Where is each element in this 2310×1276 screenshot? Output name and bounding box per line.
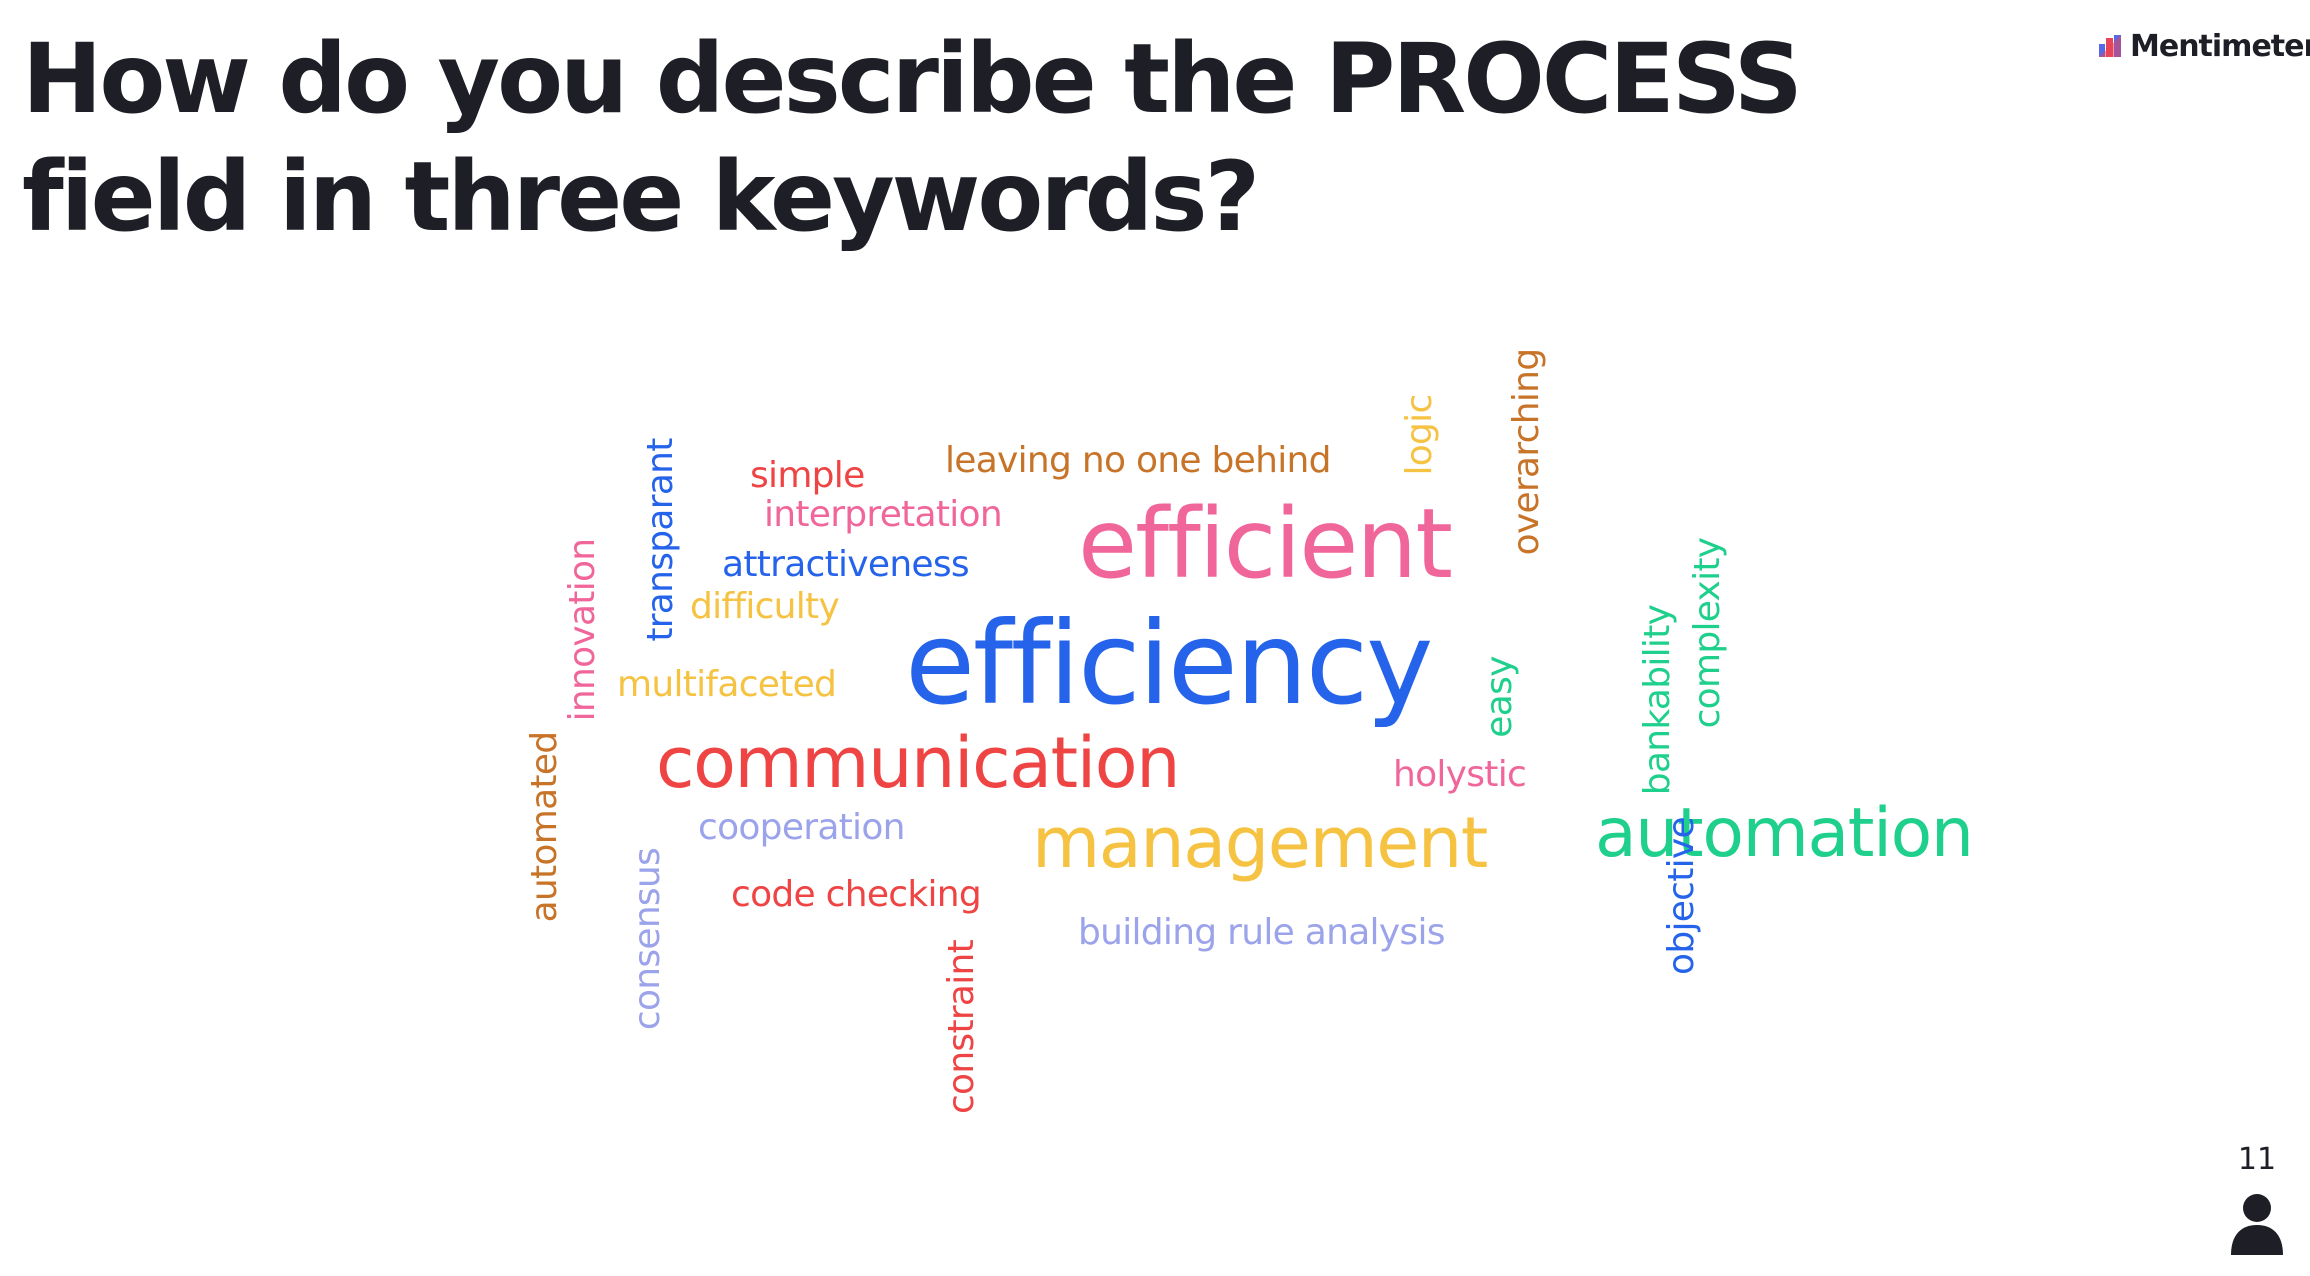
word-cooperation: cooperation xyxy=(698,807,905,848)
word-bankability: bankability xyxy=(1637,604,1678,796)
word-holystic: holystic xyxy=(1393,754,1527,795)
word-automation: automation xyxy=(1595,794,1974,873)
word-efficiency: efficiency xyxy=(905,597,1433,730)
word-complexity: complexity xyxy=(1687,537,1728,729)
word-simple: simple xyxy=(750,455,865,496)
participant-count: 11 xyxy=(2237,1142,2277,1177)
word-communication: communication xyxy=(656,722,1181,804)
word-attractiveness: attractiveness xyxy=(722,544,970,585)
word-multifaceted: multifaceted xyxy=(617,664,837,705)
word-logic: logic xyxy=(1399,394,1440,476)
word-objective: objective xyxy=(1661,817,1702,975)
word-management: management xyxy=(1032,802,1488,884)
word-overarching: overarching xyxy=(1506,348,1547,556)
participant-counter: 11 xyxy=(2222,1142,2292,1255)
word-consensus: consensus xyxy=(627,847,668,1031)
word-easy: easy xyxy=(1479,656,1520,738)
word-leaving-no-one-behind: leaving no one behind xyxy=(945,440,1331,481)
mentimeter-logo-icon xyxy=(2099,35,2121,57)
word-efficient: efficient xyxy=(1078,488,1453,600)
word-innovation: innovation xyxy=(562,538,603,722)
word-interpretation: interpretation xyxy=(764,494,1003,535)
person-icon xyxy=(2231,1194,2283,1255)
brand-name: Mentimeter xyxy=(2130,28,2310,64)
word-automated: automated xyxy=(524,731,565,923)
brand: Mentimeter xyxy=(2098,26,2310,66)
word-code-checking: code checking xyxy=(731,874,982,915)
word-transparant: transparant xyxy=(640,438,681,642)
question-title: How do you describe the PROCESS field in… xyxy=(22,23,1803,253)
word-constraint: constraint xyxy=(941,939,982,1115)
word-difficulty: difficulty xyxy=(690,586,840,627)
word-building-rule-analysis: building rule analysis xyxy=(1078,912,1446,953)
